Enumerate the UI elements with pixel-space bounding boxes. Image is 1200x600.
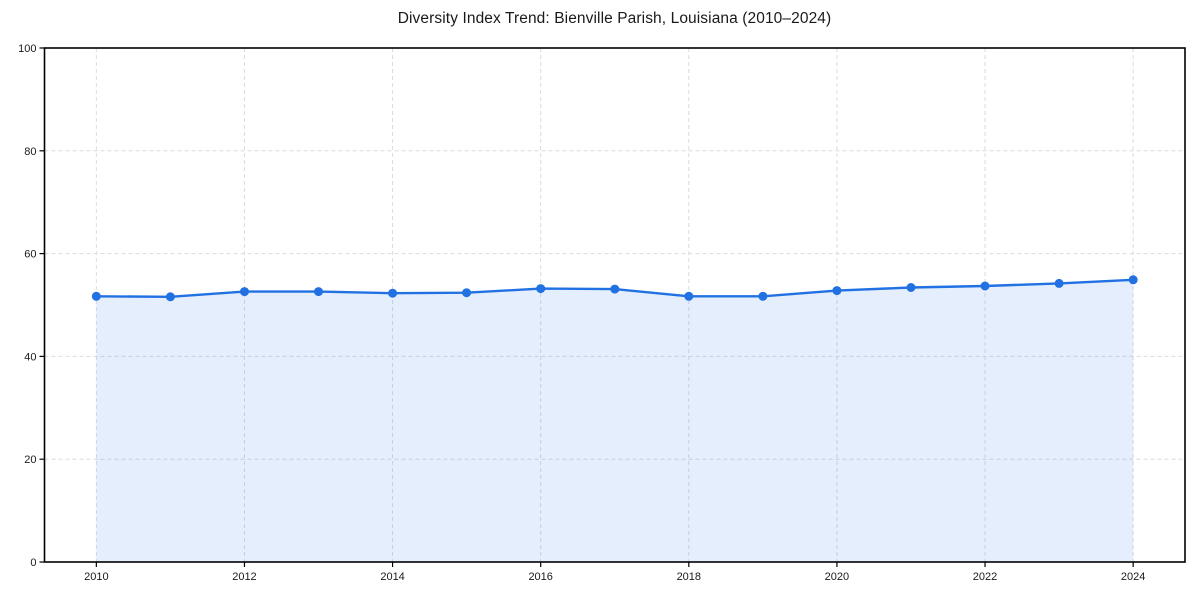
y-tick-label: 0 <box>30 557 36 569</box>
y-tick-label: 40 <box>24 351 36 363</box>
y-tick-label: 100 <box>18 43 36 55</box>
data-point-marker <box>536 284 546 294</box>
x-tick-label: 2010 <box>84 571 108 583</box>
data-point-marker <box>462 288 472 298</box>
x-tick-label: 2018 <box>677 571 701 583</box>
data-point-marker <box>906 283 916 292</box>
y-tick-label: 60 <box>24 249 36 261</box>
area-fill <box>96 279 1134 562</box>
x-tick-label: 2016 <box>528 571 552 583</box>
x-tick-label: 2020 <box>825 571 849 583</box>
data-point-marker <box>832 286 842 296</box>
x-tick-label: 2022 <box>973 571 997 583</box>
data-point-marker <box>684 291 694 301</box>
x-tick-label: 2024 <box>1121 571 1145 583</box>
data-point-marker <box>314 287 323 297</box>
x-tick-label: 2012 <box>232 571 256 583</box>
y-tick-label: 80 <box>24 146 36 158</box>
data-point-marker <box>1128 275 1138 285</box>
data-point-marker <box>165 292 175 302</box>
data-point-marker <box>980 281 990 291</box>
plot-border <box>43 47 1186 563</box>
y-tick-label: 20 <box>24 454 36 466</box>
data-point-marker <box>610 284 620 294</box>
chart-title: Diversity Index Trend: Bienville Parish,… <box>397 10 832 27</box>
data-point-marker <box>240 287 249 297</box>
data-point-marker <box>388 288 398 298</box>
data-point-marker <box>758 291 768 301</box>
data-point-marker <box>91 291 101 301</box>
data-point-marker <box>1054 278 1064 288</box>
x-tick-label: 2014 <box>380 571 404 583</box>
